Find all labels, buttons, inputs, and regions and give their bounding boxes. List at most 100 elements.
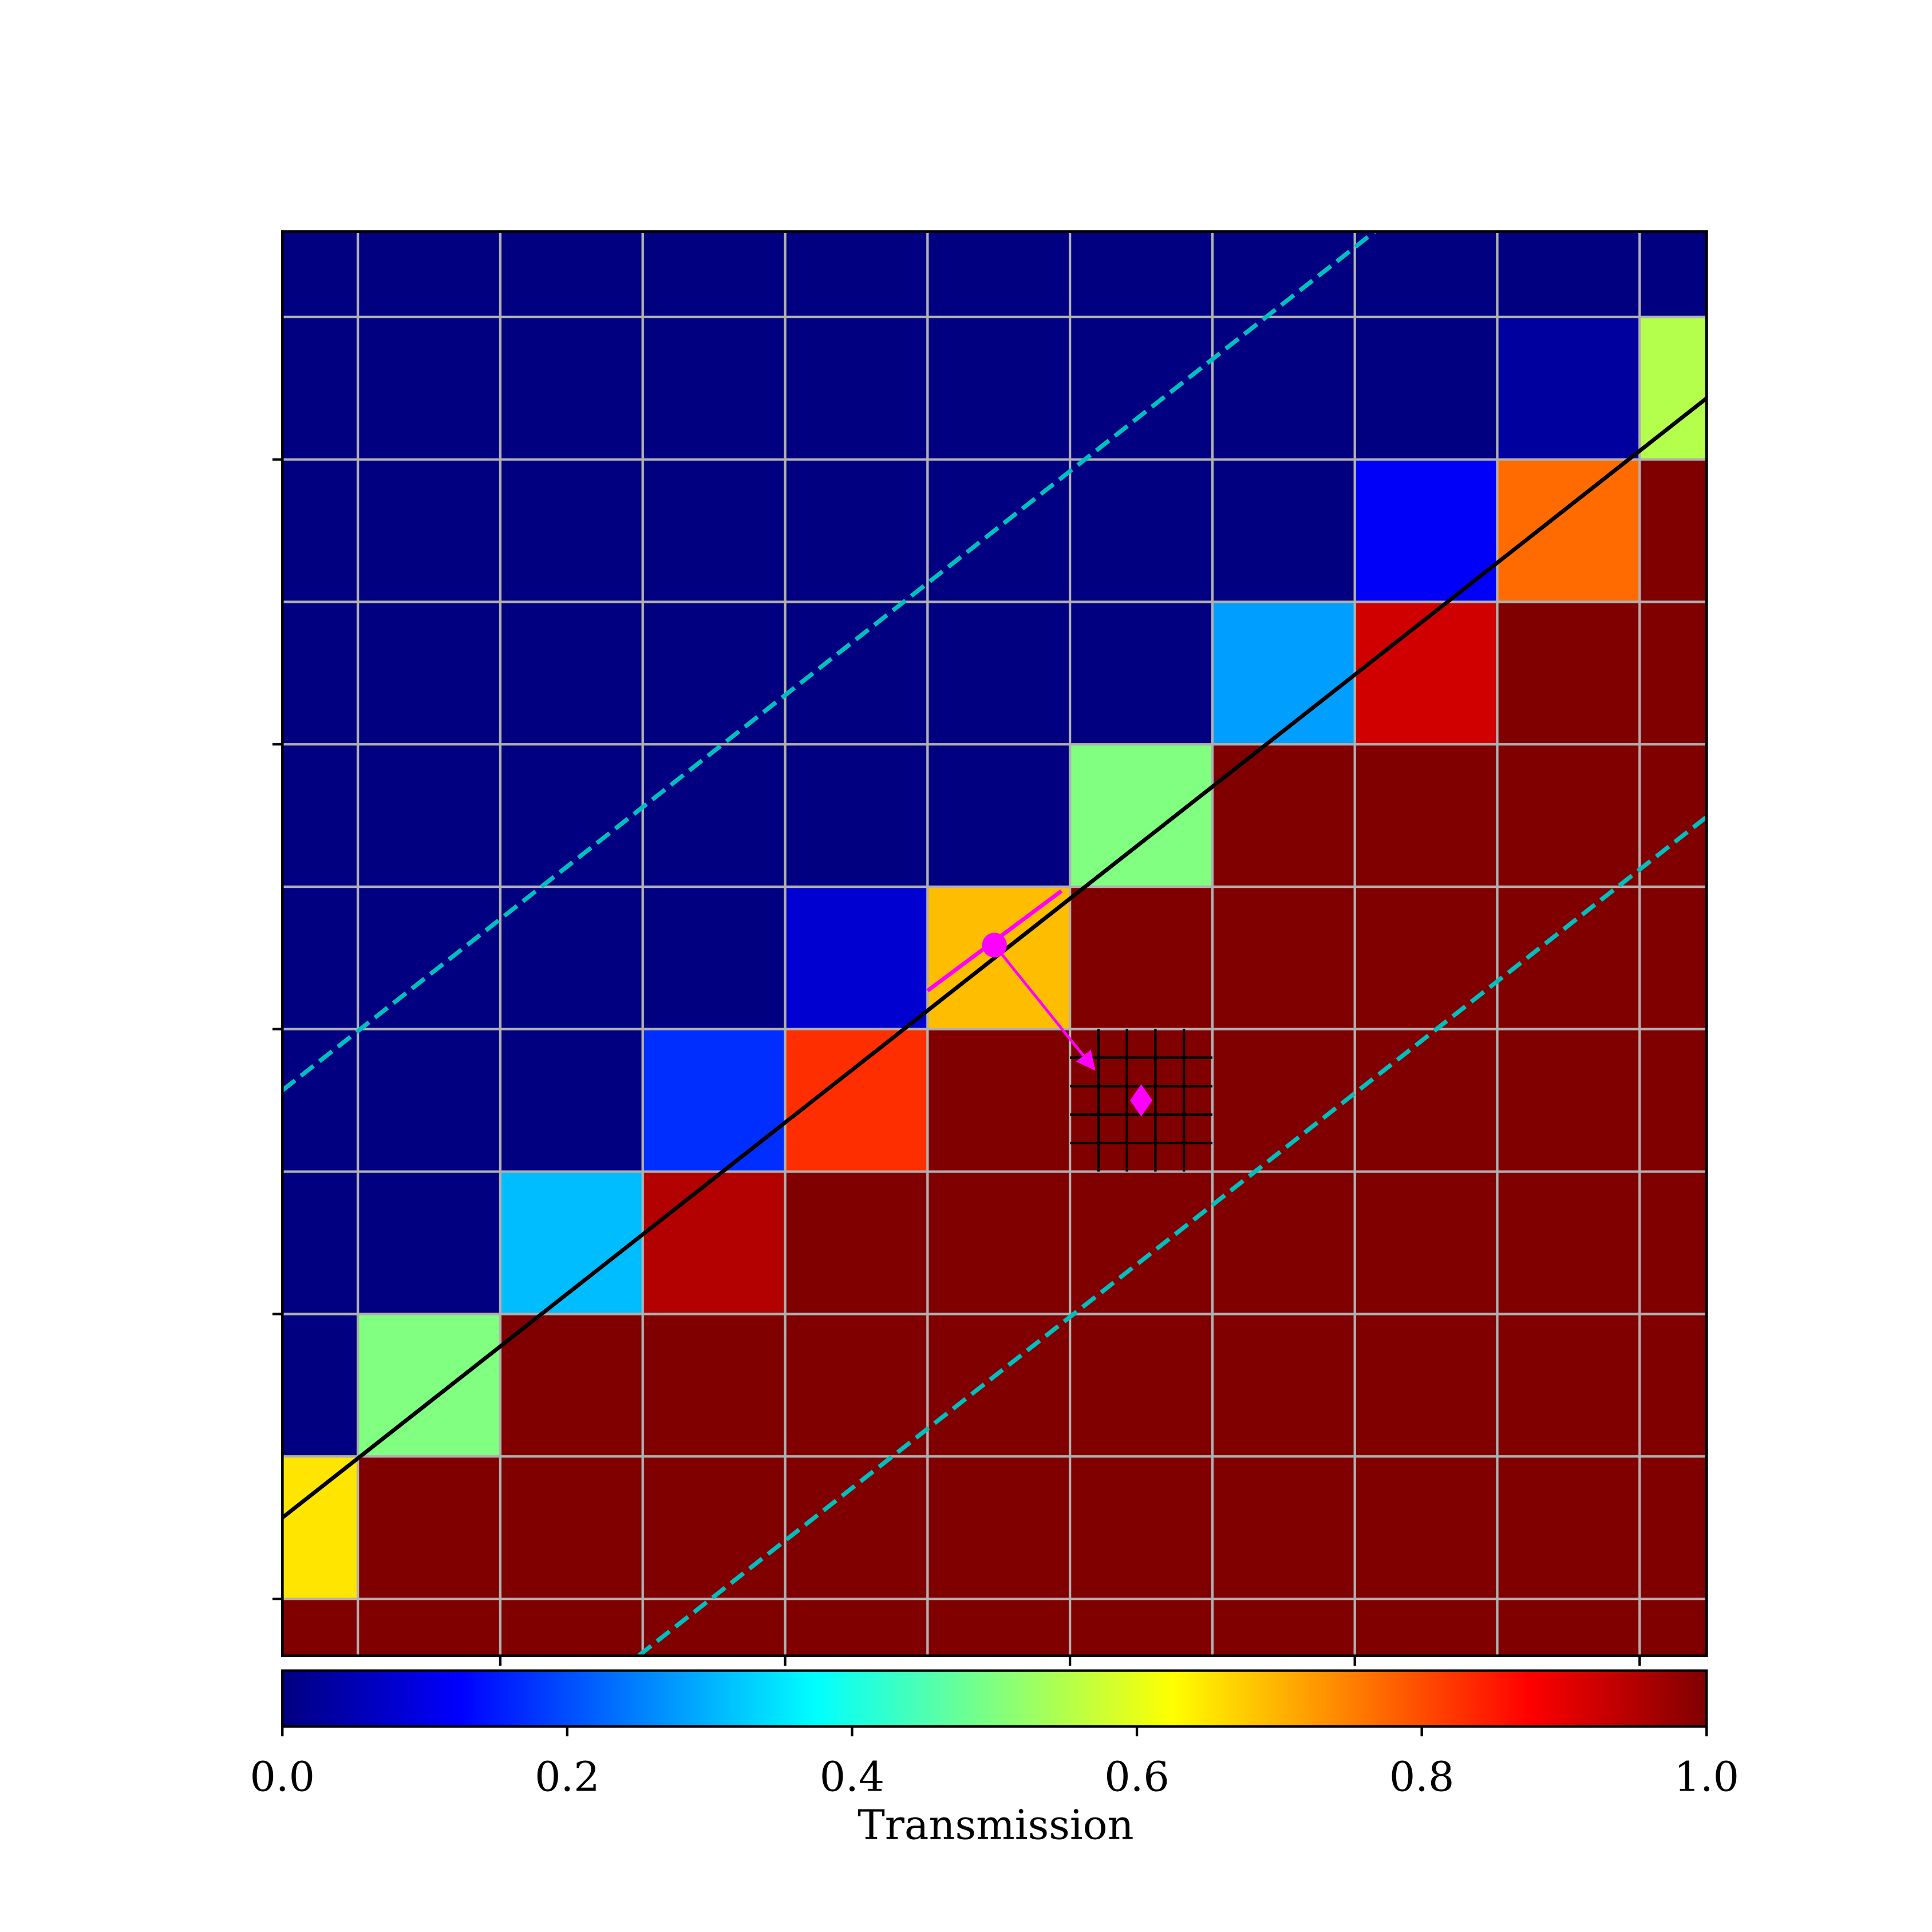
line	[281, 396, 1708, 1519]
heatmap-cell	[1212, 887, 1355, 1029]
heatmap-cell	[1212, 602, 1355, 745]
heatmap-cell	[1212, 1456, 1355, 1599]
heatmap-cell	[785, 317, 928, 460]
heatmap-cell	[642, 1599, 785, 1656]
heatmap-cell	[1354, 1314, 1498, 1457]
heatmap-cell	[282, 744, 358, 887]
heatmap-cell	[1639, 317, 1707, 460]
heatmap-cell	[282, 1314, 358, 1457]
heatmap-cell	[927, 602, 1070, 745]
heatmap-cell	[282, 1456, 358, 1599]
heatmap-cell	[1497, 887, 1640, 1029]
heatmap-cell	[1497, 1314, 1640, 1457]
heatmap-cell	[1497, 317, 1640, 460]
heatmap-cell	[1354, 744, 1498, 887]
heatmap-cell	[1497, 744, 1640, 887]
heatmap-cell	[500, 317, 643, 460]
heatmap-cell	[927, 459, 1070, 602]
point	[982, 933, 1007, 958]
heatmap-cell	[500, 1456, 643, 1599]
heatmap-cell	[282, 602, 358, 745]
heatmap-cell	[1639, 1314, 1707, 1457]
heatmap-cell	[785, 602, 928, 745]
heatmap-cell	[785, 1171, 928, 1314]
heatmap-cell	[1070, 459, 1212, 602]
heatmap-cell	[1639, 744, 1707, 887]
heatmap-cell	[1212, 744, 1355, 887]
heatmap-cell	[1639, 1599, 1707, 1656]
heatmap-cell	[500, 1314, 643, 1457]
heatmap-cell	[1354, 887, 1498, 1029]
heatmap-cell	[642, 1314, 785, 1457]
heatmap-cell	[1354, 317, 1498, 460]
colorbar-tick-label: 0.2	[535, 1753, 600, 1800]
heatmap-cell	[358, 1171, 500, 1314]
heatmap-cell	[1354, 1456, 1498, 1599]
dashed-line	[637, 815, 1708, 1658]
heatmap-cell	[785, 1029, 928, 1172]
heatmap-cell	[1639, 602, 1707, 745]
heatmap-cell	[358, 887, 500, 1029]
heatmap-cell	[1639, 459, 1707, 602]
heatmap-cell	[785, 459, 928, 602]
heatmap-cell	[1354, 1029, 1498, 1172]
arrow	[993, 944, 1096, 1071]
diamond-marker	[1130, 1084, 1152, 1117]
heatmap-cell	[642, 602, 785, 745]
heatmap-cell	[358, 1029, 500, 1172]
heatmap-cell	[1639, 231, 1707, 317]
heatmap-cell	[1212, 1171, 1355, 1314]
colorbar-tick-label: 0.8	[1389, 1753, 1455, 1800]
heatmap-cell	[927, 887, 1070, 1029]
heatmap-cell	[642, 231, 785, 317]
colorbar	[281, 1669, 1708, 1728]
heatmap-cell	[500, 1599, 643, 1656]
heatmap-cell	[927, 744, 1070, 887]
heatmap-cell	[1497, 1456, 1640, 1599]
heatmap-cell	[927, 231, 1070, 317]
heatmap-cell	[1070, 887, 1212, 1029]
heatmap-cell	[500, 231, 643, 317]
heatmap-cell	[1354, 459, 1498, 602]
heatmap-cell	[642, 317, 785, 460]
heatmap-cell	[785, 231, 928, 317]
heatmap-cell	[358, 744, 500, 887]
heatmap-cell	[927, 1029, 1070, 1172]
colorbar-tick-label: 1.0	[1674, 1753, 1739, 1800]
heatmap-cell	[358, 1599, 500, 1656]
heatmap-cell	[358, 1456, 500, 1599]
colorbar-tick-label: 0.4	[820, 1753, 885, 1800]
heatmap-cell	[1639, 1171, 1707, 1314]
dashed-line	[280, 230, 1376, 1092]
heatmap-cell	[500, 602, 643, 745]
heatmap-cell	[282, 887, 358, 1029]
heatmap-cell	[927, 1456, 1070, 1599]
heatmap-cell	[1639, 887, 1707, 1029]
heatmap-cell	[642, 1171, 785, 1314]
heatmap-cell	[1639, 1456, 1707, 1599]
heatmap-cell	[785, 744, 928, 887]
heatmap-cell	[1212, 1599, 1355, 1656]
heatmap-cell	[927, 1314, 1070, 1457]
heatmap-cell	[785, 887, 928, 1029]
heatmap-cell	[282, 317, 358, 460]
heatmap-cell	[358, 1314, 500, 1457]
heatmap-cell	[1497, 1171, 1640, 1314]
heatmap-cell	[358, 317, 500, 460]
heatmap-cell	[1497, 1029, 1640, 1172]
heatmap-cell	[642, 887, 785, 1029]
heatmap-cell	[785, 1599, 928, 1656]
heatmap-cell	[358, 459, 500, 602]
heatmap-cell	[785, 1456, 928, 1599]
heatmap-cell	[500, 1029, 643, 1172]
heatmap-cell	[1354, 1171, 1498, 1314]
heatmap-cell	[1070, 317, 1212, 460]
heatmap-cell	[282, 1029, 358, 1172]
heatmap-cell	[282, 459, 358, 602]
heatmap-cell	[927, 1171, 1070, 1314]
heatmap-cell	[1212, 1314, 1355, 1457]
colorbar-tick-label: 0.6	[1104, 1753, 1170, 1800]
heatmap-cell	[1354, 231, 1498, 317]
